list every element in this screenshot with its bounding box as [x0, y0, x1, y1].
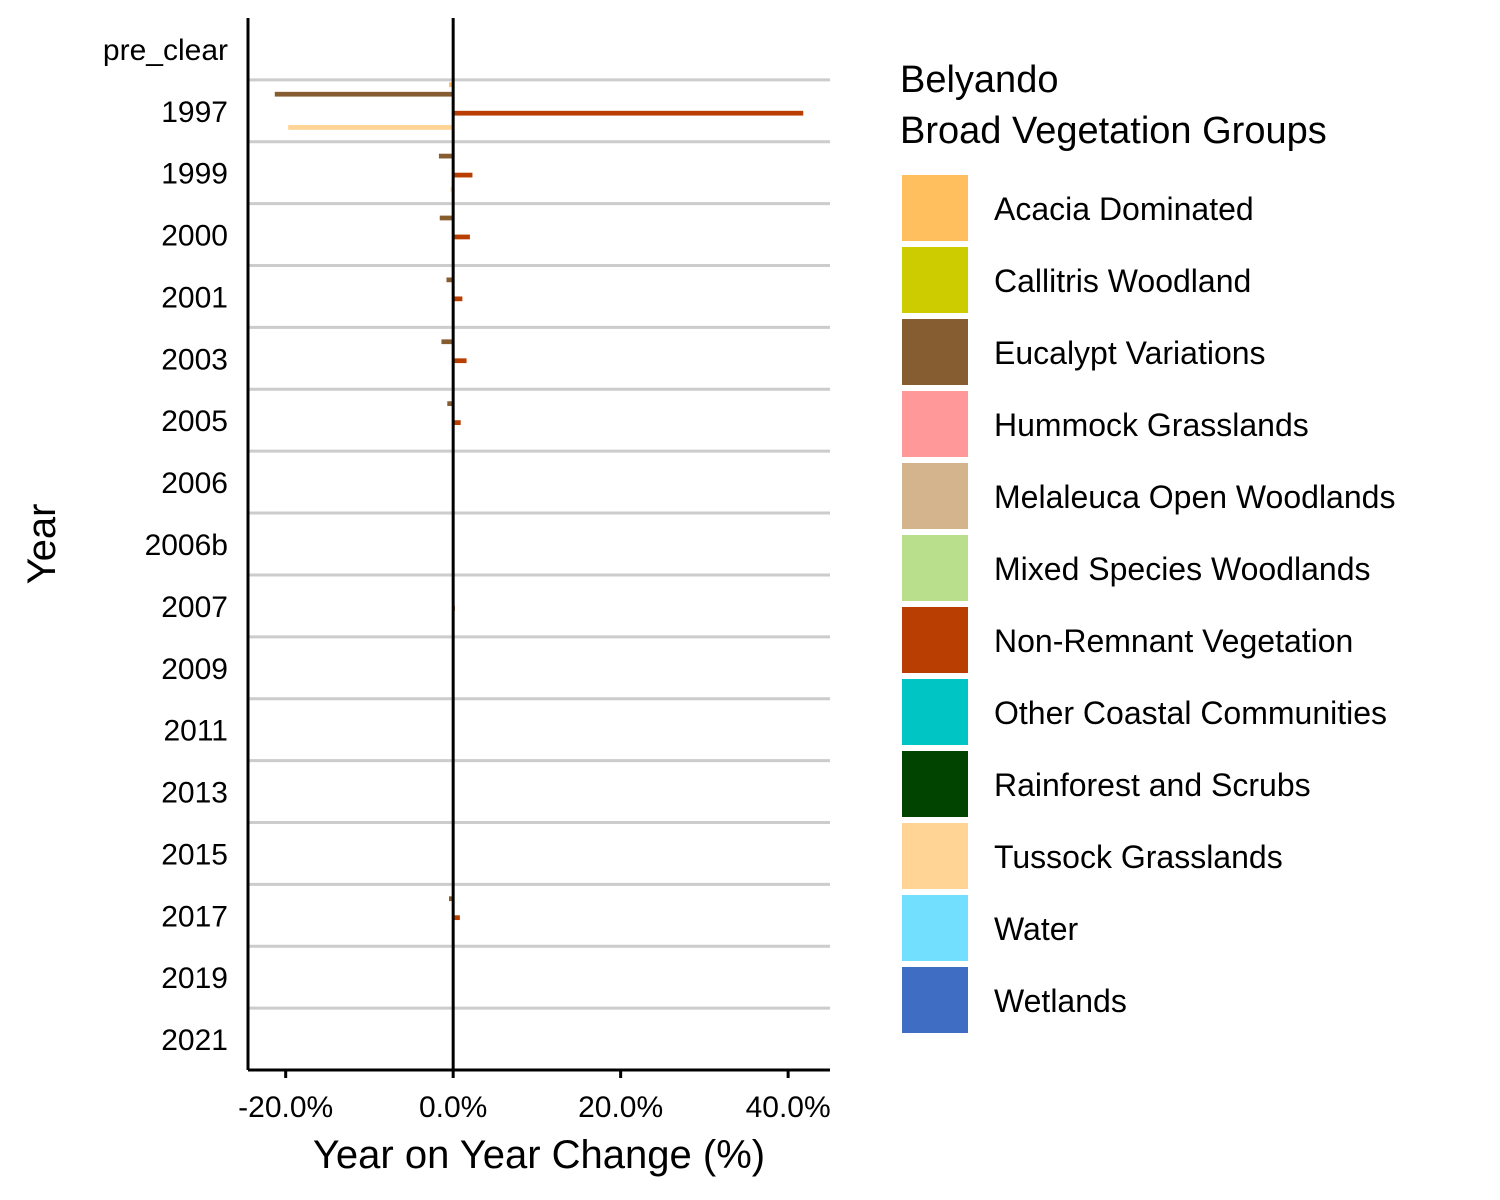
legend-label: Acacia Dominated	[994, 191, 1254, 227]
bar	[439, 215, 454, 221]
legend-swatch	[902, 535, 968, 601]
legend-title-line-2: Broad Vegetation Groups	[900, 110, 1327, 152]
legend-label: Mixed Species Woodlands	[994, 551, 1371, 587]
legend-title-line-1: Belyando	[900, 59, 1058, 101]
bar	[453, 296, 463, 302]
y-tick-label: 2011	[163, 715, 228, 748]
bar	[441, 339, 454, 345]
legend-swatch	[902, 391, 968, 457]
bar	[448, 896, 454, 902]
legend-swatch	[902, 175, 968, 241]
legend: Belyando Broad Vegetation Groups Acacia …	[900, 59, 1395, 1035]
legend-label: Rainforest and Scrubs	[994, 767, 1311, 803]
bar	[446, 277, 454, 283]
bar	[453, 234, 470, 240]
legend-swatch	[902, 319, 968, 385]
bar	[447, 401, 454, 407]
y-tick-label: 2003	[161, 343, 228, 376]
legend-swatch	[902, 895, 968, 961]
legend-label: Non-Remnant Vegetation	[994, 623, 1353, 659]
y-tick-label: 2005	[161, 405, 228, 438]
legend-label: Hummock Grasslands	[994, 407, 1309, 443]
y-tick-label: 2009	[161, 653, 228, 686]
x-tick-label: 40.0%	[746, 1091, 831, 1124]
bar	[288, 125, 454, 130]
y-tick-label: 2015	[161, 838, 228, 871]
gridlines	[248, 78, 830, 1010]
y-tick-label: 2006b	[145, 529, 228, 562]
x-axis-title: Year on Year Change (%)	[313, 1133, 765, 1177]
y-tick-label: 2021	[161, 1024, 228, 1057]
legend-swatch	[902, 679, 968, 745]
bar	[274, 91, 454, 97]
x-tick-label: 20.0%	[578, 1091, 663, 1124]
y-tick-label: pre_clear	[103, 34, 228, 67]
y-axis-title: Year	[20, 504, 64, 585]
legend-label: Eucalypt Variations	[994, 335, 1266, 371]
y-tick-label: 2001	[161, 281, 228, 314]
y-tick-label: 2019	[161, 962, 228, 995]
bars	[274, 82, 804, 921]
y-tick-label: 2006	[161, 467, 228, 500]
x-tick-label: -20.0%	[238, 1091, 333, 1124]
y-tick-label: 1997	[161, 96, 228, 129]
legend-label: Wetlands	[994, 983, 1127, 1019]
legend-swatch	[902, 463, 968, 529]
bar	[438, 153, 454, 159]
bar	[453, 420, 461, 425]
bar	[453, 110, 804, 116]
legend-label: Other Coastal Communities	[994, 695, 1387, 731]
y-tick-label: 2007	[161, 591, 228, 624]
y-tick-label: 2000	[161, 220, 228, 253]
bar	[453, 172, 473, 178]
legend-swatch	[902, 247, 968, 313]
legend-swatch	[902, 751, 968, 817]
legend-label: Melaleuca Open Woodlands	[994, 479, 1395, 515]
legend-swatch	[902, 823, 968, 889]
legend-swatch	[902, 967, 968, 1033]
legend-label: Callitris Woodland	[994, 263, 1251, 299]
bar	[448, 82, 454, 88]
y-ticks: pre_clear 1997 1999 2000 2001 2003 2005 2006 200…	[103, 34, 228, 1057]
x-tick-label: 0.0%	[419, 1091, 487, 1124]
y-tick-label: 2017	[161, 900, 228, 933]
legend-label: Water	[994, 911, 1079, 947]
y-tick-label: 1999	[161, 158, 228, 191]
legend-label: Tussock Grasslands	[994, 839, 1283, 875]
bar	[453, 358, 467, 364]
bar	[453, 915, 460, 921]
x-ticks: -20.0% 0.0% 20.0% 40.0%	[238, 1070, 831, 1124]
legend-swatch	[902, 607, 968, 673]
y-tick-label: 2013	[161, 777, 228, 810]
legend-items: Acacia Dominated Callitris Woodland Eucaly…	[900, 173, 1395, 1035]
